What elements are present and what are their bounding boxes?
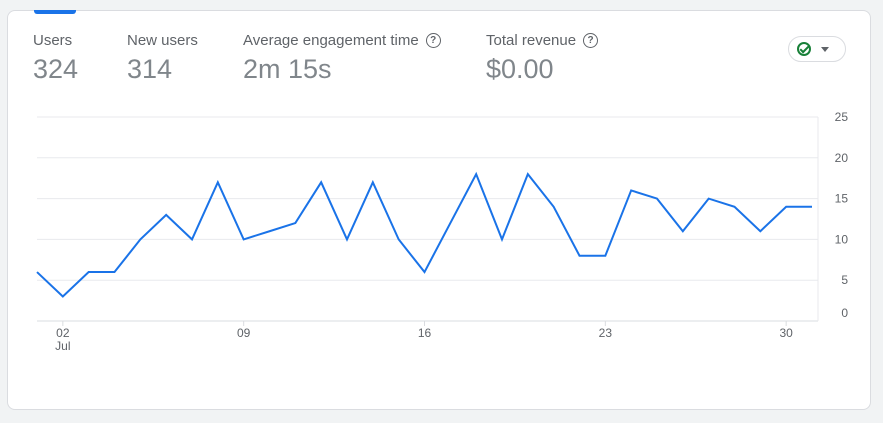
- y-tick-label: 15: [835, 192, 849, 206]
- help-icon[interactable]: ?: [583, 33, 599, 48]
- active-metric-indicator: [34, 10, 76, 14]
- metric-label: Average engagement time?: [243, 32, 441, 49]
- x-tick-label: 23: [599, 326, 613, 340]
- metric-label: New users: [127, 32, 198, 49]
- users-overview-card: [7, 10, 871, 410]
- y-tick-label: 25: [835, 110, 849, 124]
- metric-value: 324: [33, 54, 79, 84]
- y-tick-label: 10: [835, 232, 849, 246]
- x-tick-label: 09: [237, 326, 251, 340]
- metric-average-engagement-time[interactable]: Average engagement time? 2m 15s: [243, 32, 441, 85]
- metric-label: Users: [33, 32, 73, 49]
- y-tick-label: 0: [841, 306, 848, 320]
- metric-value: $0.00: [486, 54, 554, 84]
- metric-value: 314: [127, 54, 173, 84]
- metric-total-revenue[interactable]: Total revenue? $0.00: [486, 32, 599, 85]
- caret-down-icon: [821, 46, 829, 52]
- help-icon[interactable]: ?: [425, 33, 441, 48]
- metric-label: Total revenue?: [486, 32, 599, 49]
- data-quality-dropdown-button[interactable]: [788, 36, 846, 62]
- y-tick-label: 20: [835, 151, 849, 165]
- metric-users[interactable]: Users 324: [33, 32, 78, 85]
- x-tick-sublabel: Jul: [55, 339, 70, 353]
- x-tick-label: 16: [418, 326, 432, 340]
- check-circle-icon: [797, 42, 811, 56]
- x-tick-label: 30: [779, 326, 793, 340]
- series-line-users: [36, 171, 812, 298]
- y-tick-label: 5: [841, 273, 848, 287]
- metric-new-users[interactable]: New users 314: [127, 32, 198, 85]
- x-tick-label: 02: [56, 326, 70, 340]
- metric-value: 2m 15s: [243, 54, 332, 84]
